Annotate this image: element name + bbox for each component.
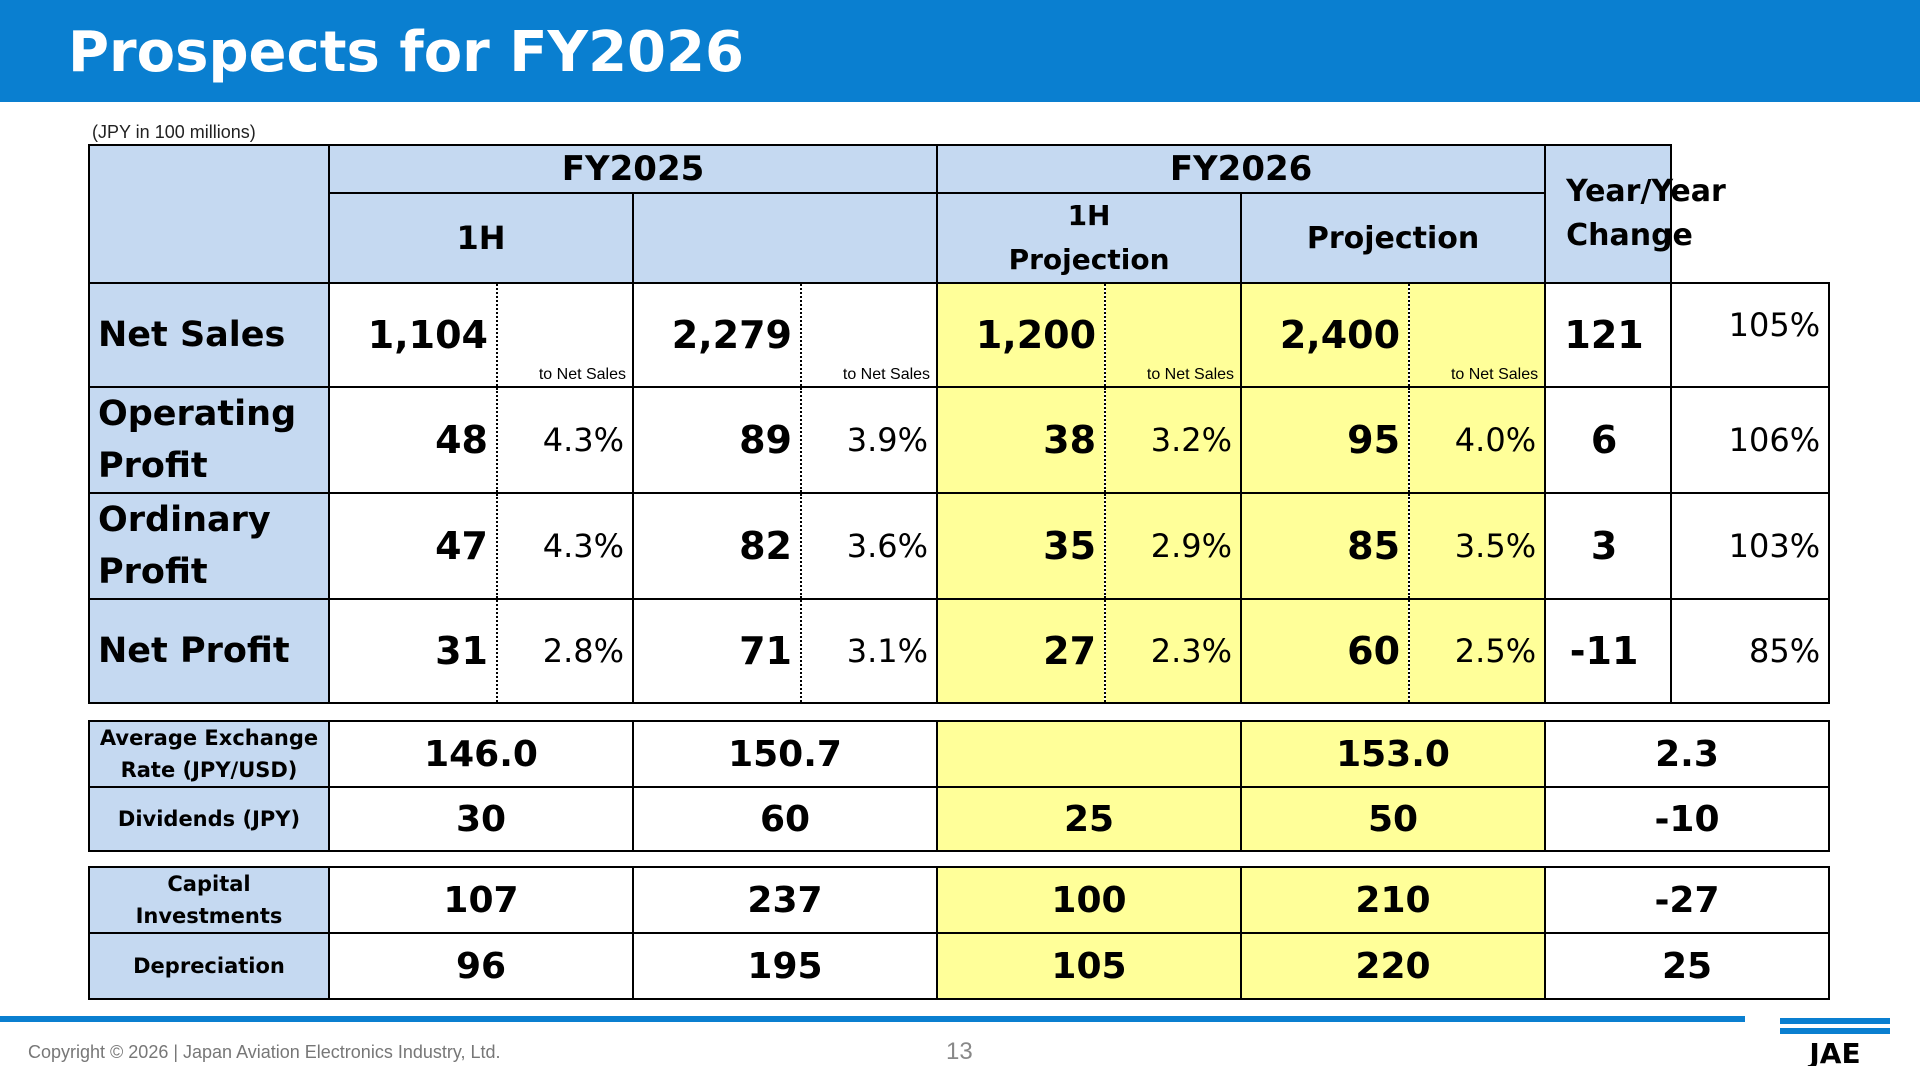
- ord-profit-yoy-pct: 103%: [1670, 492, 1831, 600]
- ord-profit-fy26-1h: 35: [936, 492, 1107, 600]
- capex-fy26-full: 210: [1240, 866, 1546, 934]
- net-sales-fy26-1h: 1,200: [936, 282, 1107, 388]
- op-profit-fy25-1h-ratio: 4.3%: [496, 386, 634, 494]
- page-title: Prospects for FY2026: [68, 20, 744, 85]
- row-label-capital-investments: Capital Investments: [88, 866, 330, 934]
- header-fy2026-projection: Projection: [1240, 192, 1547, 284]
- header-fy2025-full: [631, 192, 939, 284]
- div-fy25-1h: 30: [328, 786, 634, 852]
- row-label-operating-profit: Operating Profit: [88, 386, 330, 494]
- net-profit-yoy-pct: 85%: [1670, 598, 1831, 704]
- capex-fy26-1h: 100: [936, 866, 1242, 934]
- net-profit-fy26-1h: 27: [936, 598, 1107, 704]
- ord-profit-fy25-full: 82: [632, 492, 802, 600]
- net-profit-fy26-full: 60: [1240, 598, 1411, 704]
- header-fy2026-1h-projection: 1H Projection: [936, 192, 1243, 284]
- op-profit-yoy-abs: 6: [1544, 386, 1673, 494]
- to-net-sales-label: to Net Sales: [1450, 366, 1539, 383]
- copyright-text: Copyright © 2026 | Japan Aviation Electr…: [28, 1042, 501, 1062]
- capex-table: Capital Investments 107 237 100 210 -27 …: [88, 866, 1830, 1000]
- op-profit-fy26-full-ratio: 4.0%: [1408, 386, 1547, 494]
- net-profit-fy26-1h-ratio: 2.3%: [1104, 598, 1243, 704]
- op-profit-fy26-1h-ratio: 3.2%: [1104, 386, 1243, 494]
- page-number: 13: [946, 1038, 973, 1065]
- div-fy25-full: 60: [632, 786, 938, 852]
- results-table: FY2025 FY2026 Year/Year Change 1H 1H Pro…: [88, 144, 1831, 704]
- div-fy26-full: 50: [1240, 786, 1546, 852]
- dep-fy25-full: 195: [632, 932, 938, 1000]
- net-sales-fy26-full-ratio-cell: to Net Sales: [1408, 282, 1547, 388]
- dep-fy26-1h: 105: [936, 932, 1242, 1000]
- dep-fy26-full: 220: [1240, 932, 1546, 1000]
- net-sales-yoy-pct: 105%: [1670, 282, 1831, 388]
- row-label-net-sales: Net Sales: [88, 282, 330, 388]
- net-profit-fy25-1h-ratio: 2.8%: [496, 598, 634, 704]
- net-sales-fy25-full: 2,279: [632, 282, 802, 388]
- footer-divider: [0, 1016, 1745, 1022]
- net-profit-fy25-1h: 31: [328, 598, 498, 704]
- net-sales-fy25-full-ratio-cell: to Net Sales: [799, 282, 939, 388]
- ord-profit-fy26-full-ratio: 3.5%: [1408, 492, 1547, 600]
- jae-logo-text: JAE: [1807, 1037, 1860, 1066]
- op-profit-fy25-1h: 48: [328, 386, 498, 494]
- dep-yoy: 25: [1544, 932, 1830, 1000]
- header-yoy-change: Year/Year Change: [1544, 144, 1726, 284]
- row-label-ordinary-profit: Ordinary Profit: [88, 492, 330, 600]
- op-profit-fy26-1h: 38: [936, 386, 1107, 494]
- net-profit-fy26-full-ratio: 2.5%: [1408, 598, 1547, 704]
- ord-profit-fy26-full: 85: [1240, 492, 1411, 600]
- dep-fy25-1h: 96: [328, 932, 634, 1000]
- fx-dividends-table: Average Exchange Rate (JPY/USD) 146.0 15…: [88, 720, 1830, 852]
- ord-profit-yoy-abs: 3: [1544, 492, 1673, 600]
- row-label-dividends: Dividends (JPY): [88, 786, 330, 852]
- title-bar: Prospects for FY2026: [0, 0, 1920, 102]
- to-net-sales-label: to Net Sales: [538, 366, 626, 383]
- to-net-sales-label: to Net Sales: [842, 366, 931, 383]
- net-sales-fy25-1h-ratio-cell: to Net Sales: [496, 282, 634, 388]
- header-fy2025: FY2025: [327, 144, 939, 194]
- header-fy2025-1h: 1H: [328, 192, 634, 284]
- div-yoy: -10: [1544, 786, 1830, 852]
- op-profit-fy25-full-ratio: 3.9%: [799, 386, 939, 494]
- div-fy26-1h: 25: [936, 786, 1242, 852]
- fx-fy25-full: 150.7: [632, 720, 938, 788]
- op-profit-fy26-full: 95: [1240, 386, 1411, 494]
- fx-fy26-1h: [936, 720, 1242, 788]
- unit-note: (JPY in 100 millions): [92, 122, 256, 142]
- ord-profit-fy26-1h-ratio: 2.9%: [1104, 492, 1243, 600]
- net-sales-yoy-abs: 121: [1544, 282, 1673, 388]
- fx-fy26-full: 153.0: [1240, 720, 1546, 788]
- capex-fy25-full: 237: [632, 866, 938, 934]
- row-label-depreciation: Depreciation: [88, 932, 330, 1000]
- header-fy2026: FY2026: [936, 144, 1547, 194]
- net-profit-fy25-full: 71: [632, 598, 802, 704]
- net-profit-fy25-full-ratio: 3.1%: [799, 598, 939, 704]
- fx-fy25-1h: 146.0: [328, 720, 634, 788]
- net-sales-fy25-1h: 1,104: [328, 282, 498, 388]
- net-sales-fy26-1h-ratio-cell: to Net Sales: [1104, 282, 1243, 388]
- ord-profit-fy25-1h: 47: [328, 492, 498, 600]
- row-label-net-profit: Net Profit: [88, 598, 330, 704]
- op-profit-yoy-pct: 106%: [1670, 386, 1831, 494]
- ord-profit-fy25-1h-ratio: 4.3%: [496, 492, 634, 600]
- jae-logo: JAE: [1780, 1018, 1890, 1066]
- row-label-exchange-rate: Average Exchange Rate (JPY/USD): [88, 720, 330, 788]
- op-profit-fy25-full: 89: [632, 386, 802, 494]
- capex-fy25-1h: 107: [328, 866, 634, 934]
- net-sales-fy26-full: 2,400: [1240, 282, 1411, 388]
- corner-cell: [88, 144, 330, 284]
- net-profit-yoy-abs: -11: [1544, 598, 1673, 704]
- to-net-sales-label: to Net Sales: [1146, 366, 1235, 383]
- capex-yoy: -27: [1544, 866, 1830, 934]
- ord-profit-fy25-full-ratio: 3.6%: [799, 492, 939, 600]
- fx-yoy: 2.3: [1544, 720, 1830, 788]
